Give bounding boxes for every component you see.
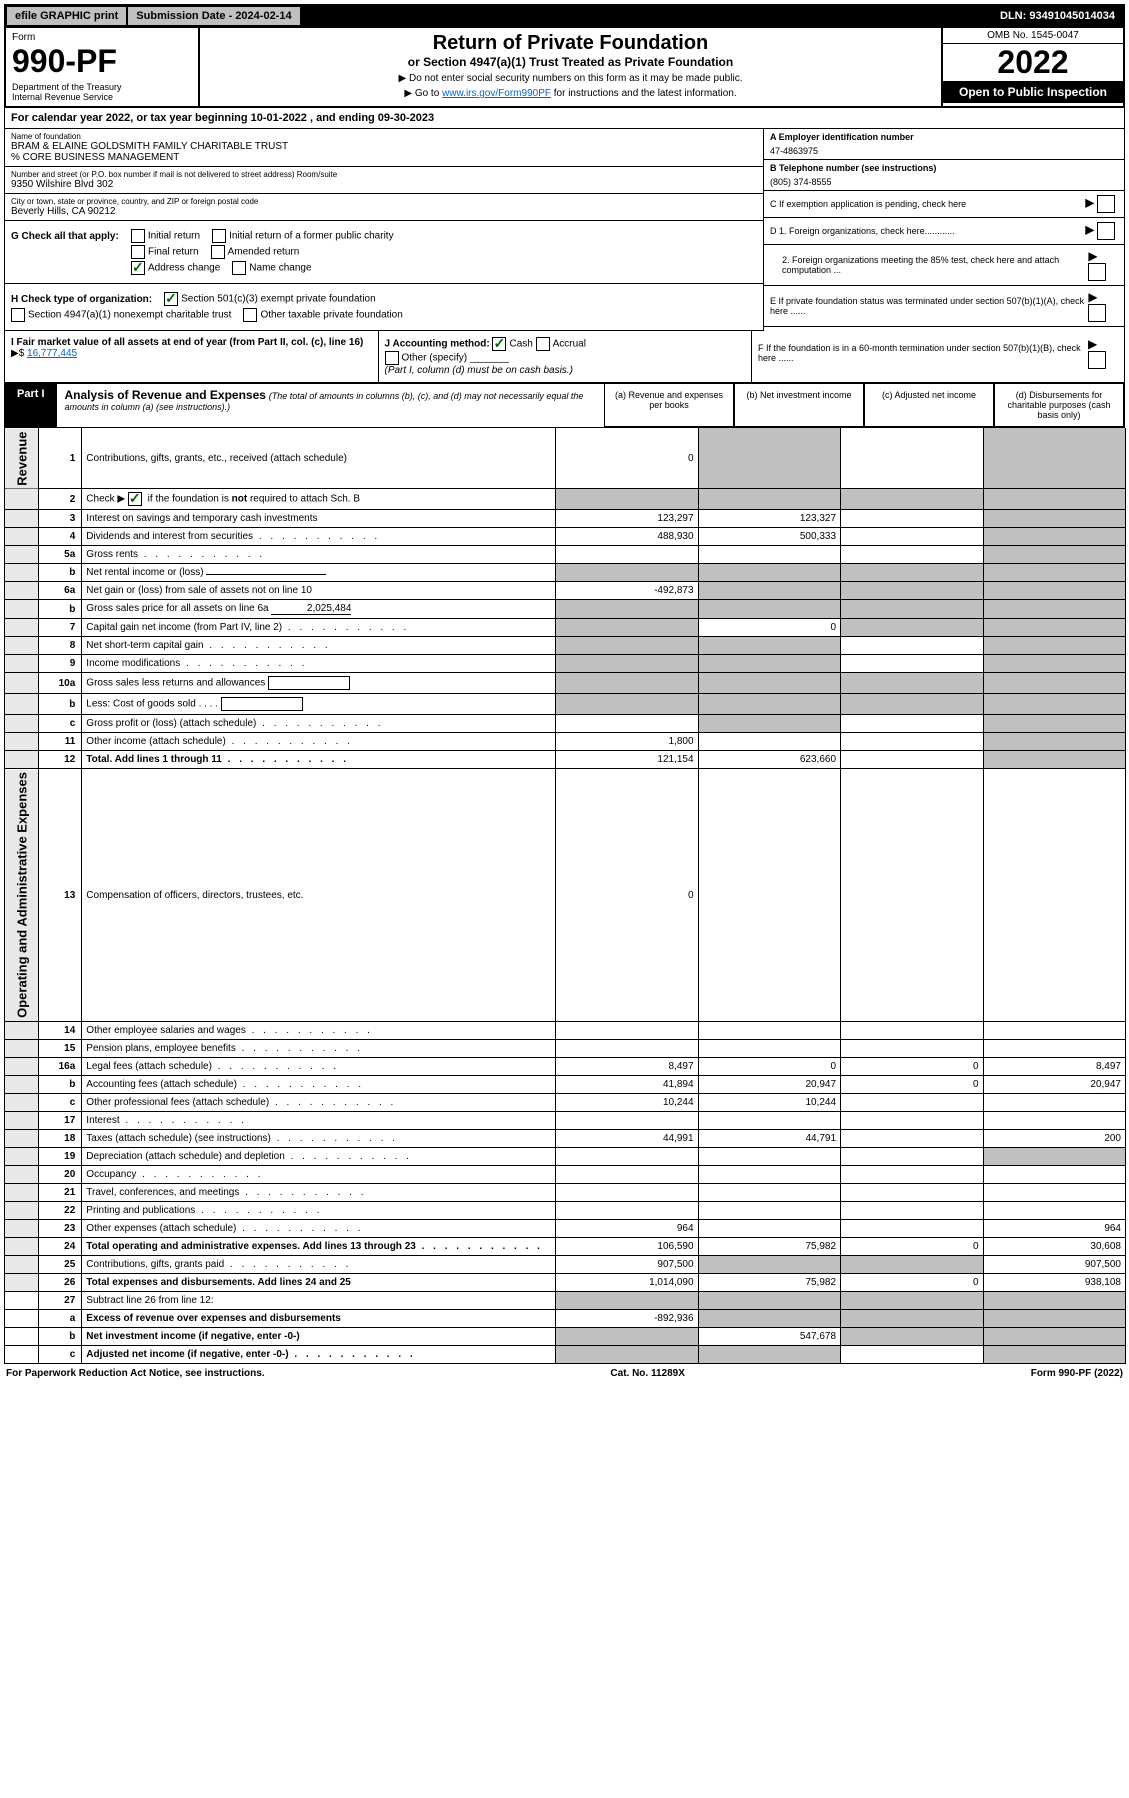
ein-cell: A Employer identification number 47-4863… [764,129,1124,160]
part1-label: Part I [5,384,57,427]
revenue-side-label: Revenue [5,428,39,489]
city-cell: City or town, state or province, country… [5,194,763,221]
open-public-badge: Open to Public Inspection [943,81,1123,103]
cb-initial-pub[interactable] [212,229,226,243]
cb-other[interactable] [385,351,399,365]
address-cell: Number and street (or P.O. box number if… [5,167,763,194]
arrow-icon: ▶ [1085,195,1094,209]
form-label: Form [12,32,192,43]
cat-no: Cat. No. 11289X [610,1368,684,1379]
info-left: Name of foundation BRAM & ELAINE GOLDSMI… [5,129,764,331]
arrow-icon: ▶ [1088,249,1097,263]
instruction-1: ▶ Do not enter social security numbers o… [210,73,931,84]
tel-cell: B Telephone number (see instructions) (8… [764,160,1124,191]
cb-amended[interactable] [211,245,225,259]
col-d-header: (d) Disbursements for charitable purpose… [994,384,1124,427]
dln-label: DLN: 93491045014034 [992,7,1123,25]
fmv-link[interactable]: 16,777,445 [27,348,77,359]
cb-cash[interactable] [492,337,506,351]
efile-print-button[interactable]: efile GRAPHIC print [6,6,127,26]
item-d1: D 1. Foreign organizations, check here..… [764,218,1124,245]
dept-label: Department of the Treasury Internal Reve… [12,82,192,102]
info-right: A Employer identification number 47-4863… [764,129,1124,331]
cb-other-tax[interactable] [243,308,257,322]
cb-accrual[interactable] [536,337,550,351]
entity-info: Name of foundation BRAM & ELAINE GOLDSMI… [4,129,1125,331]
col-f: F If the foundation is in a 60-month ter… [752,331,1124,382]
paperwork-notice: For Paperwork Reduction Act Notice, see … [6,1368,265,1379]
col-b-header: (b) Net investment income [734,384,864,427]
cb-final[interactable] [131,245,145,259]
part1-header: Part I Analysis of Revenue and Expenses … [4,383,1125,428]
section-g: G Check all that apply: Initial return I… [5,221,763,284]
header-center: Return of Private Foundation or Section … [200,28,941,106]
form-title: Return of Private Foundation [210,32,931,55]
instruction-2: ▶ Go to www.irs.gov/Form990PF for instru… [210,88,931,99]
cb-e[interactable] [1088,304,1106,322]
col-c-header: (c) Adjusted net income [864,384,994,427]
name-cell: Name of foundation BRAM & ELAINE GOLDSMI… [5,129,763,167]
cb-501c3[interactable] [164,292,178,306]
top-toolbar: efile GRAPHIC print Submission Date - 20… [4,4,1125,28]
tax-year: 2022 [943,44,1123,81]
part1-desc: Analysis of Revenue and Expenses (The to… [57,384,604,427]
form-ref: Form 990-PF (2022) [1031,1368,1123,1379]
col-a-header: (a) Revenue and expenses per books [604,384,734,427]
header-right: OMB No. 1545-0047 2022 Open to Public In… [941,28,1123,106]
arrow-icon: ▶ [1088,290,1097,304]
arrow-icon: ▶ [1088,337,1097,351]
section-h: H Check type of organization: Section 50… [5,284,763,331]
item-c: C If exemption application is pending, c… [764,191,1124,218]
page-footer: For Paperwork Reduction Act Notice, see … [4,1364,1125,1383]
cb-4947[interactable] [11,308,25,322]
col-i: I Fair market value of all assets at end… [5,331,379,382]
header-left: Form 990-PF Department of the Treasury I… [6,28,200,106]
omb-number: OMB No. 1545-0047 [943,28,1123,44]
cb-c[interactable] [1097,195,1115,213]
part1-table: Revenue 1Contributions, gifts, grants, e… [4,428,1126,1364]
item-e: E If private foundation status was termi… [764,286,1124,327]
cb-d2[interactable] [1088,263,1106,281]
cb-address-change[interactable] [131,261,145,275]
col-j: J Accounting method: Cash Accrual Other … [379,331,753,382]
row-ijf: I Fair market value of all assets at end… [4,331,1125,383]
cb-initial[interactable] [131,229,145,243]
item-d2: 2. Foreign organizations meeting the 85%… [764,245,1124,286]
cb-d1[interactable] [1097,222,1115,240]
calendar-year-line: For calendar year 2022, or tax year begi… [4,108,1125,129]
cb-name-change[interactable] [232,261,246,275]
expenses-side-label: Operating and Administrative Expenses [5,769,39,1022]
cb-f[interactable] [1088,351,1106,369]
form-header: Form 990-PF Department of the Treasury I… [4,28,1125,108]
form-subtitle: or Section 4947(a)(1) Trust Treated as P… [210,55,931,69]
irs-link[interactable]: www.irs.gov/Form990PF [442,88,551,99]
arrow-icon: ▶ [1085,222,1094,236]
form-number: 990-PF [12,43,192,80]
submission-date: Submission Date - 2024-02-14 [127,6,300,26]
cb-sch-b[interactable] [128,492,142,506]
